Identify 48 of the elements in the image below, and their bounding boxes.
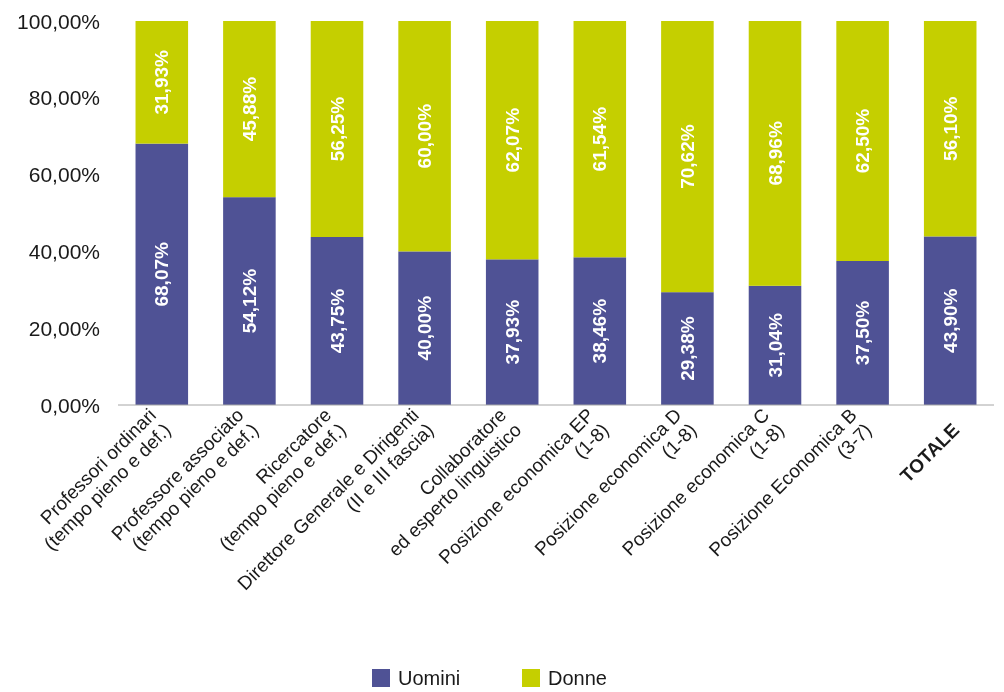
bar <box>135 21 189 144</box>
bar <box>310 21 364 237</box>
data-label: 56,25% <box>326 96 348 162</box>
data-label: 45,88% <box>238 76 260 142</box>
data-label: 31,04% <box>764 313 786 378</box>
bar <box>573 21 627 258</box>
data-label: 62,50% <box>852 108 874 174</box>
y-tick-label: 0,00% <box>40 393 100 417</box>
bar <box>485 259 539 405</box>
data-label: 61,54% <box>589 106 611 172</box>
bar <box>748 21 802 286</box>
data-label: 29,38% <box>676 316 698 381</box>
bar <box>223 21 276 198</box>
bar <box>398 251 451 405</box>
y-tick-label: 100,00% <box>17 9 100 33</box>
bar <box>923 236 977 405</box>
bar <box>836 261 889 405</box>
data-label: 68,96% <box>764 121 786 186</box>
data-label: 37,50% <box>852 300 874 366</box>
data-label: 37,93% <box>501 299 523 365</box>
legend-label: Uomini <box>398 667 461 689</box>
bar <box>661 21 714 293</box>
data-label: 43,75% <box>326 288 348 354</box>
bar <box>661 292 714 405</box>
data-label: 40,00% <box>414 295 436 361</box>
data-label: 54,12% <box>238 268 260 334</box>
bar <box>573 257 627 405</box>
y-tick-label: 60,00% <box>28 163 100 187</box>
data-label: 70,62% <box>676 124 698 189</box>
bar <box>923 21 977 237</box>
y-tick-label: 20,00% <box>28 316 100 340</box>
data-label: 56,10% <box>939 96 961 161</box>
y-tick-label: 80,00% <box>28 86 100 110</box>
bar <box>485 21 539 260</box>
y-tick-label: 40,00% <box>28 239 100 263</box>
bar <box>748 285 802 405</box>
legend-label: Donne <box>548 667 607 689</box>
bar <box>223 197 276 405</box>
data-label: 62,07% <box>501 107 523 173</box>
data-label: 60,00% <box>414 103 436 169</box>
data-label: 38,46% <box>589 298 611 364</box>
data-label: 68,07% <box>151 241 173 307</box>
bar <box>836 21 889 261</box>
data-label: 43,90% <box>939 288 961 353</box>
bar <box>135 143 189 405</box>
bar <box>310 237 364 405</box>
data-label: 31,93% <box>151 49 173 115</box>
bar <box>398 21 451 252</box>
